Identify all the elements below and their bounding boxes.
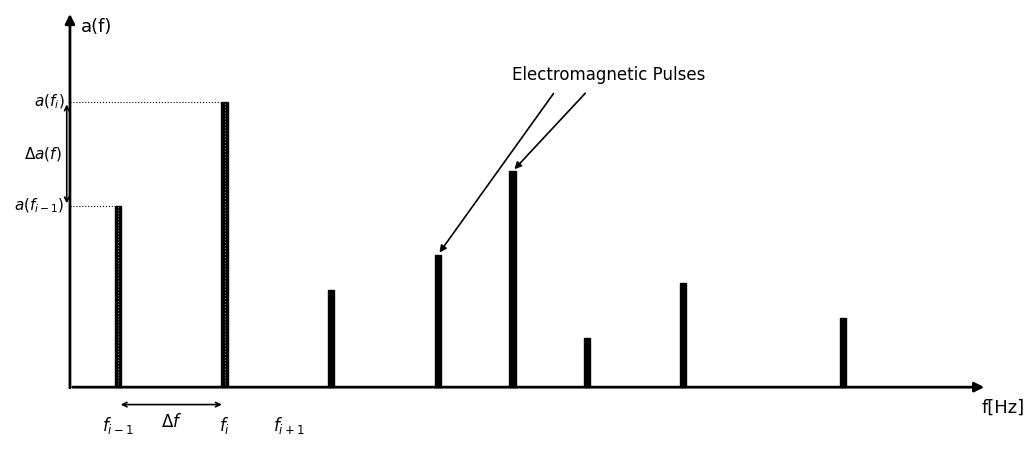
Text: f[Hz]: f[Hz] [982, 399, 1025, 417]
Bar [679, 283, 687, 387]
Bar [114, 206, 121, 387]
Bar [328, 290, 334, 387]
Text: $a(f_i)$: $a(f_i)$ [34, 93, 65, 111]
Text: $f_{i+1}$: $f_{i+1}$ [272, 415, 304, 436]
Text: $a(f_{i-1})$: $a(f_{i-1})$ [14, 197, 65, 215]
Text: Electromagnetic Pulses: Electromagnetic Pulses [511, 66, 705, 84]
Text: $\Delta f$: $\Delta f$ [161, 413, 181, 431]
Bar [840, 317, 846, 387]
Bar [435, 255, 441, 387]
Text: a(f): a(f) [80, 18, 112, 36]
Bar [222, 102, 228, 387]
Bar [584, 338, 591, 387]
Text: $f_{i-1}$: $f_{i-1}$ [102, 415, 134, 436]
Text: $f_i$: $f_i$ [219, 415, 230, 436]
Text: $\Delta a(f)$: $\Delta a(f)$ [24, 145, 62, 163]
Bar [509, 171, 516, 387]
